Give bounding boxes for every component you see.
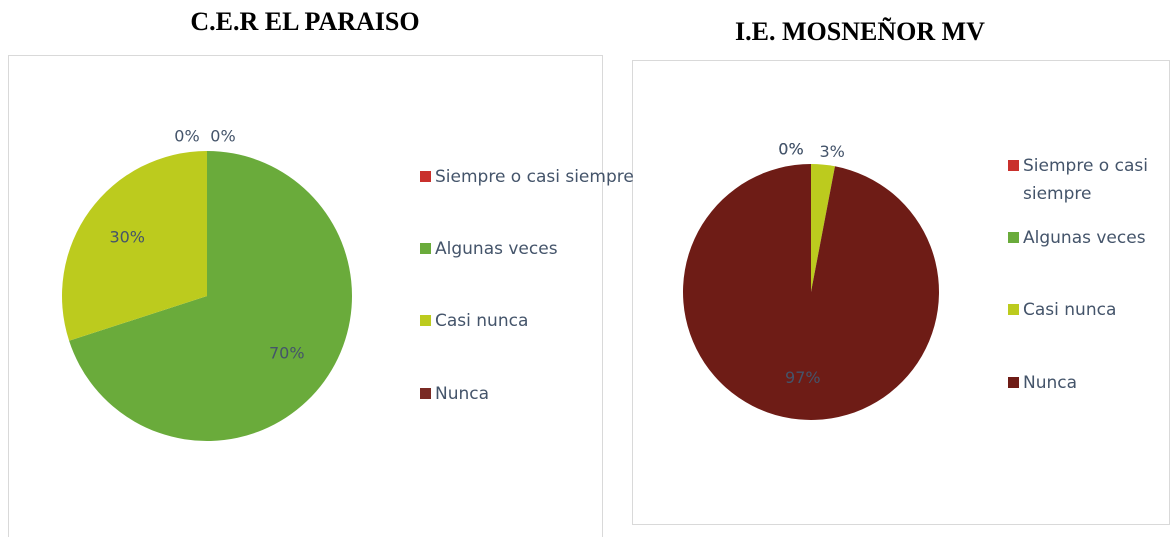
data-label: 0%	[778, 140, 803, 159]
data-label: 30%	[109, 228, 145, 247]
legend-swatch	[420, 315, 431, 326]
legend-swatch	[420, 243, 431, 254]
legend-label: Siempre o casi siempre	[435, 167, 634, 187]
legend-label: Casi nunca	[435, 311, 528, 331]
chart-frame	[8, 55, 603, 537]
legend-swatch	[1008, 232, 1019, 243]
pie-slice	[683, 164, 940, 420]
legend-line: siempre	[1023, 184, 1091, 204]
legend-swatch	[1008, 160, 1019, 171]
data-label: 0%	[174, 127, 199, 146]
chart-frame	[632, 60, 1170, 525]
data-label: 0%	[210, 127, 235, 146]
pie-slice	[61, 151, 207, 341]
legend-label: Casi nunca	[1023, 300, 1116, 320]
legend-label: Algunas veces	[1023, 228, 1146, 248]
legend-swatch	[1008, 377, 1019, 388]
data-label: 97%	[785, 368, 821, 387]
legend-swatch	[1008, 304, 1019, 315]
legend-label: Nunca	[1023, 373, 1077, 393]
data-label: 70%	[269, 343, 305, 362]
chart-title: I.E. MOSNEÑOR MV	[735, 17, 985, 46]
legend-label: Siempre o casi siempre	[1023, 156, 1148, 204]
pie-slice	[811, 164, 835, 292]
legend-label: Algunas veces	[435, 239, 558, 259]
data-label: 0%	[778, 140, 803, 159]
legend-swatch	[420, 171, 431, 182]
chart-title: C.E.R EL PARAISO	[190, 7, 419, 36]
legend-label: Nunca	[435, 384, 489, 404]
legend-swatch	[420, 388, 431, 399]
legend-line: Siempre o casi	[1023, 156, 1148, 176]
data-label: 3%	[819, 142, 844, 161]
pie-slice	[69, 151, 353, 441]
